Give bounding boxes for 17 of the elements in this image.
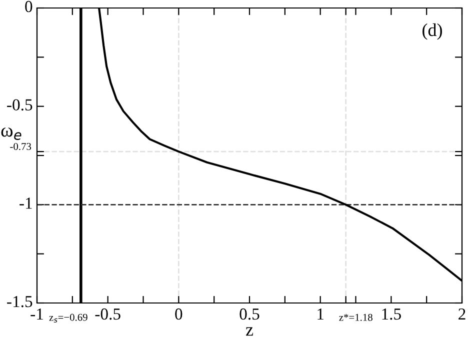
y-tick-label: -0.5 xyxy=(7,99,32,111)
annotation: (d) xyxy=(422,23,442,40)
x-axis-title: z xyxy=(246,327,254,336)
y-axis-title: ω$_{e}$ xyxy=(1,127,22,140)
ref-line-label: z$_{s}$=−0.69 xyxy=(49,314,88,323)
y-tick-label: -1.5 xyxy=(7,296,32,308)
x-tick-label: 1 xyxy=(318,308,324,320)
x-tick-label: 1.5 xyxy=(382,308,401,320)
x-tick-label: 0.5 xyxy=(240,308,260,320)
x-tick-label: -1 xyxy=(30,308,43,320)
x-tick-label: -0.5 xyxy=(95,308,120,320)
x-tick-label: 0 xyxy=(175,308,182,320)
x-tick-label: 2 xyxy=(458,308,466,320)
y-tick-label: 0 xyxy=(25,0,32,12)
y-tick-label: -1 xyxy=(20,198,32,209)
ref-line-label: -0.73 xyxy=(10,142,32,150)
ref-line-label: z*=1.18 xyxy=(339,314,372,321)
